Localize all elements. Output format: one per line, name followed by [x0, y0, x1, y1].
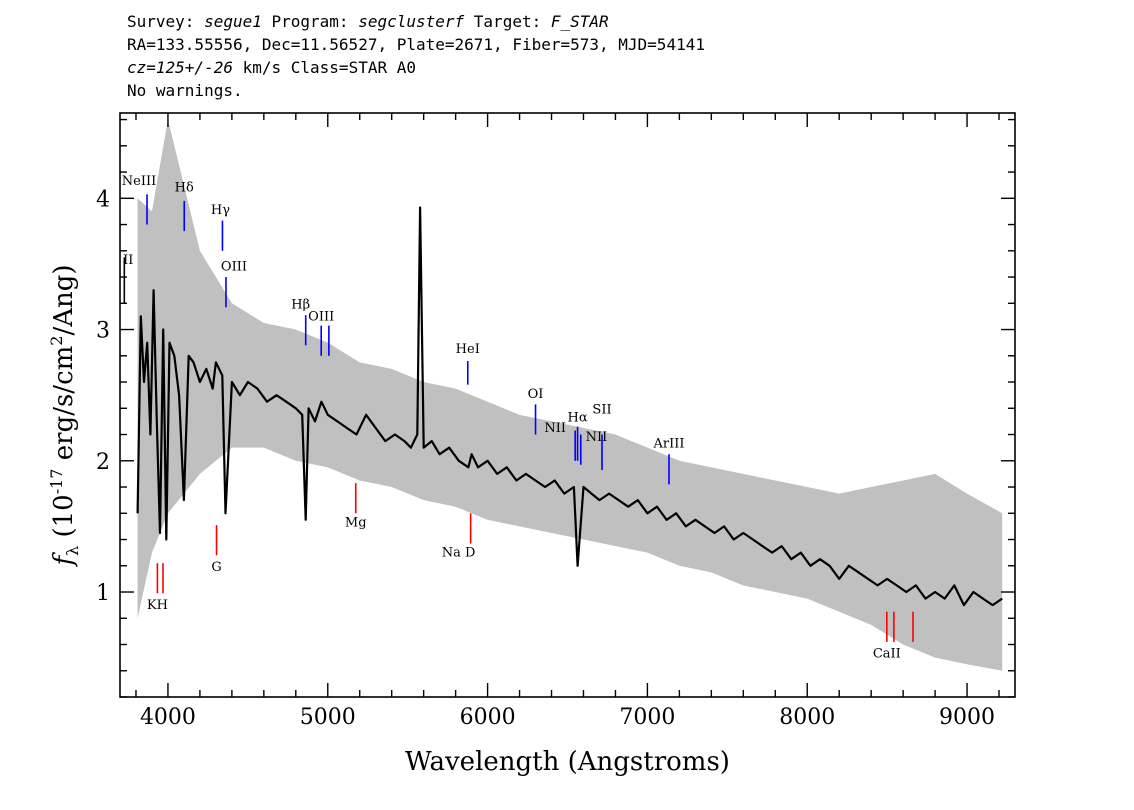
target-label: Target: [464, 12, 551, 31]
class-value: km/s Class=STAR A0 [232, 58, 416, 77]
x-tick-label: 9000 [939, 705, 995, 730]
marker-label: Hδ [175, 181, 194, 196]
survey-label: Survey: [127, 12, 205, 31]
flux-line [136, 206, 1003, 607]
marker-label: SII [592, 403, 611, 418]
flux-series [136, 206, 1003, 607]
header-line-4: No warnings. [127, 81, 243, 100]
marker-label: Hα [568, 410, 588, 425]
marker-label: Hγ [211, 203, 230, 218]
redshift-value: cz=125+/-26 [127, 58, 233, 77]
marker-label: ArIII [652, 437, 684, 452]
marker-label: Mg [345, 515, 367, 530]
survey-value: segue1 [204, 12, 262, 31]
y-axis-title-part: 2 [47, 336, 66, 346]
x-tick-label: 6000 [460, 705, 516, 730]
y-tick-label: 4 [96, 187, 110, 212]
program-label: Program: [261, 12, 359, 31]
y-axis-title-part: -17 [47, 469, 66, 495]
y-axis-title-part: /Ang) [49, 264, 79, 335]
noise-band [137, 119, 1003, 671]
marker-label: OIII [221, 259, 247, 274]
header-line-1: Survey: segue1 Program: segclusterf Targ… [127, 10, 705, 33]
program-value: segclusterf [358, 12, 465, 31]
x-tick-label: 4000 [140, 705, 196, 730]
marker-label: Na D [442, 546, 476, 561]
y-axis-title: fλ (10-17 erg/s/cm2/Ang) [47, 264, 82, 567]
axes: 4000 5000 6000 7000 8000 9000 1 2 3 4 [96, 112, 1016, 730]
y-tick-label: 3 [96, 319, 110, 344]
marker-label: OI [528, 387, 544, 402]
marker-label: NeIII [122, 174, 156, 189]
marker-label: OIII [308, 309, 334, 324]
y-axis-title-part: λ [63, 546, 82, 556]
marker-label: KH [147, 598, 168, 613]
spectrum-header: Survey: segue1 Program: segclusterf Targ… [127, 10, 705, 102]
y-axis-title-part: erg/s/cm [49, 346, 79, 469]
marker-label: NII [586, 430, 608, 445]
x-tick-label: 7000 [619, 705, 675, 730]
y-tick-label: 1 [96, 581, 110, 606]
marker-label: II [123, 253, 133, 268]
header-line-3: cz=125+/-26 km/s Class=STAR A0 [127, 56, 705, 79]
marker-label: HeI [456, 342, 480, 357]
marker-label: G [211, 560, 221, 575]
x-tick-label: 5000 [300, 705, 356, 730]
header-line-2: RA=133.55556, Dec=11.56527, Plate=2671, … [127, 35, 705, 54]
marker-label: Hβ [291, 298, 310, 313]
y-axis-title-part: (10 [49, 494, 79, 546]
y-tick-label: 2 [96, 450, 110, 475]
marker-label: NII [544, 421, 566, 436]
marker-label: CaII [873, 647, 901, 662]
x-axis-title: Wavelength (Angstroms) [405, 747, 730, 777]
noise-envelope [137, 119, 1003, 671]
target-value: F_STAR [550, 12, 609, 31]
x-tick-label: 8000 [779, 705, 835, 730]
plot-frame [119, 112, 1016, 698]
